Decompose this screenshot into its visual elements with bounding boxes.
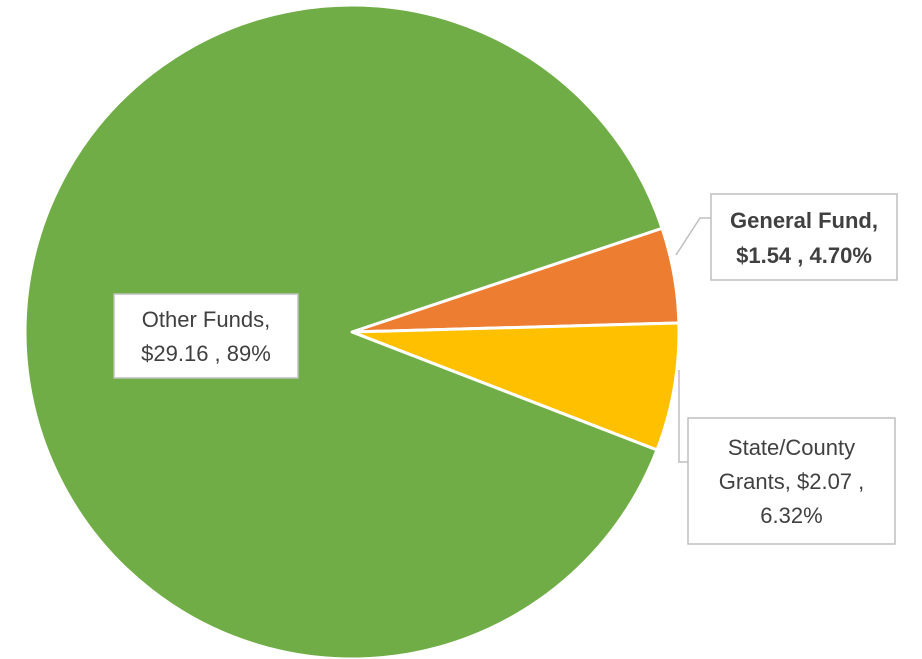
data-label-line: General Fund, [730,208,878,233]
data-label-line: 6.32% [760,503,822,528]
leader-line-state-county-grants [678,370,688,463]
data-label-box [113,293,299,379]
data-label-general-fund: General Fund, $1.54 , 4.70% [710,193,898,281]
data-label-line: $1.54 , 4.70% [736,243,872,268]
data-label-line: State/County [728,435,855,460]
leader-line-general-fund [675,217,711,256]
data-label-line: $29.16 , 89% [141,341,271,366]
data-label-line: Grants, $2.07 , [719,469,865,494]
data-label-state-county-grants: State/County Grants, $2.07 , 6.32% [687,417,896,545]
pie-slice-other-funds [23,3,664,659]
data-label-other-funds: Other Funds, $29.16 , 89% [113,293,299,379]
data-label-box [710,193,898,281]
pie-slice-state-county-grants [350,321,681,452]
data-label-box [687,417,896,545]
data-label-line: Other Funds, [142,307,270,332]
